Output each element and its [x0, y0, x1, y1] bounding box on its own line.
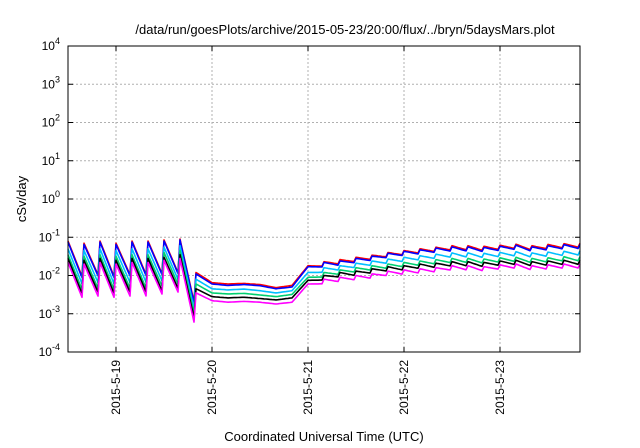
series-group: [67, 238, 581, 323]
y-tick-label: 10-4: [39, 342, 60, 359]
series-line-4: [67, 253, 581, 319]
series-line-2: [67, 244, 581, 310]
y-axis-label: cSv/day: [14, 175, 29, 222]
y-tick-label: 100: [42, 189, 60, 206]
y-tick-label: 102: [42, 113, 60, 130]
series-line-3: [67, 249, 581, 315]
chart-title: /data/run/goesPlots/archive/2015-05-23/2…: [135, 22, 555, 37]
y-tick-label: 103: [42, 74, 60, 91]
y-tick-label: 10-1: [39, 227, 60, 244]
x-tick-label: 2015-5-20: [205, 360, 219, 415]
y-tick-label: 101: [42, 151, 60, 168]
y-tick-label: 10-2: [39, 266, 60, 283]
x-tick-label: 2015-5-19: [109, 360, 123, 415]
series-line-5: [67, 257, 581, 323]
x-axis-label: Coordinated Universal Time (UTC): [224, 429, 423, 444]
x-tick-label: 2015-5-21: [301, 360, 315, 415]
x-tick-label: 2015-5-22: [397, 360, 411, 415]
x-tick-label: 2015-5-23: [493, 360, 507, 415]
x-axis: 2015-5-19 2015-5-20 2015-5-21 2015-5-22 2015…: [109, 46, 507, 415]
grid: [68, 46, 580, 352]
y-tick-label: 10-3: [39, 304, 60, 321]
series-line-1: [67, 239, 581, 304]
y-axis: 10-4 10-3 10-2 10-1 100 101 102 103 104: [39, 36, 580, 359]
y-tick-label: 104: [42, 36, 60, 53]
